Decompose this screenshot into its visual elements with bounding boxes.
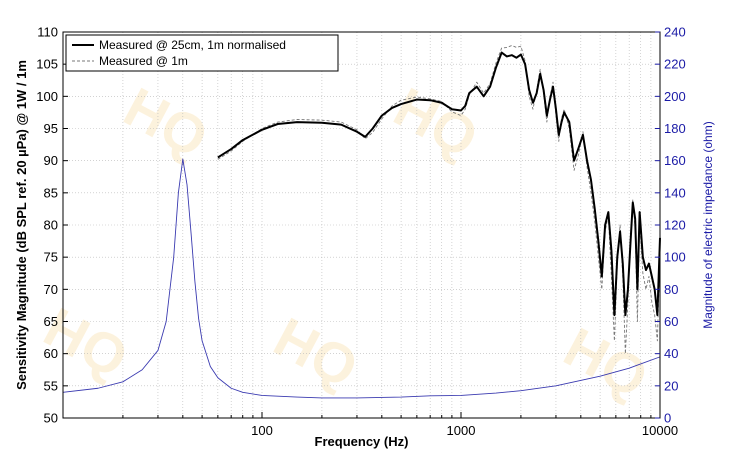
- svg-text:HQ: HQ: [34, 295, 138, 390]
- right-axis-tick-label: 80: [664, 282, 678, 297]
- left-axis-tick-label: 60: [44, 346, 58, 361]
- left-axis-title: Sensitivity Magnitude (dB SPL ref. 20 µP…: [14, 60, 29, 390]
- legend: Measured @ 25cm, 1m normalised Measured …: [65, 34, 339, 72]
- legend-label-measured-1m: Measured @ 1m: [99, 54, 188, 68]
- x-axis-ticks: 100 1000 10000: [62, 412, 678, 438]
- left-axis-tick-label: 100: [36, 89, 58, 104]
- grid-lines: [63, 32, 660, 418]
- series-line-measured-1m: [217, 45, 661, 355]
- left-axis-tick-label: 95: [44, 121, 58, 136]
- left-axis-tick-label: 75: [44, 250, 58, 265]
- x-axis-title: Frequency (Hz): [315, 434, 409, 449]
- right-axis-tick-label: 180: [664, 121, 686, 136]
- left-axis-tick-label: 65: [44, 314, 58, 329]
- series-line-impedance: [62, 158, 661, 399]
- right-axis-tick-label: 200: [664, 89, 686, 104]
- left-axis-tick-label: 110: [37, 25, 58, 40]
- right-axis-tick-label: 160: [664, 153, 686, 168]
- left-axis-tick-label: 80: [44, 218, 58, 233]
- left-axis-ticks: 50 55 60 65 70 75 80 85 90 95 100 105 110: [36, 25, 68, 426]
- right-axis-tick-label: 240: [664, 25, 686, 40]
- svg-text:HQ: HQ: [114, 75, 218, 170]
- right-axis-tick-label: 40: [664, 346, 678, 361]
- left-axis-tick-label: 90: [44, 153, 58, 168]
- left-axis-tick-label: 50: [44, 411, 58, 426]
- left-axis-tick-label: 55: [44, 378, 58, 393]
- right-axis-tick-label: 140: [664, 185, 686, 200]
- right-axis-title: Magnitude of electric impedance (ohm): [701, 121, 715, 328]
- right-axis-tick-label: 20: [664, 378, 678, 393]
- legend-box: [65, 34, 339, 72]
- watermark: HQ HQ HQ HQ HQ: [34, 75, 658, 410]
- legend-label-measured-25cm: Measured @ 25cm, 1m normalised: [99, 38, 286, 52]
- right-axis-ticks: 0 20 40 60 80 100 120 140 160 180 200 220 240: [655, 25, 686, 426]
- left-axis-tick-label: 85: [44, 185, 58, 200]
- right-axis-tick-label: 220: [664, 57, 686, 72]
- right-axis-tick-label: 0: [664, 411, 671, 426]
- right-axis-tick-label: 60: [664, 314, 678, 329]
- series-line-measured-25cm: [217, 51, 661, 317]
- right-axis-tick-label: 100: [664, 250, 686, 265]
- svg-text:HQ: HQ: [554, 315, 658, 410]
- x-axis-tick-label: 100: [251, 423, 273, 438]
- x-axis-tick-label: 1000: [447, 423, 476, 438]
- right-axis-tick-label: 120: [664, 218, 686, 233]
- x-axis-tick-label: 10000: [642, 423, 678, 438]
- series-layer: [62, 45, 661, 399]
- left-axis-tick-label: 105: [36, 57, 58, 72]
- left-axis-tick-label: 70: [44, 282, 58, 297]
